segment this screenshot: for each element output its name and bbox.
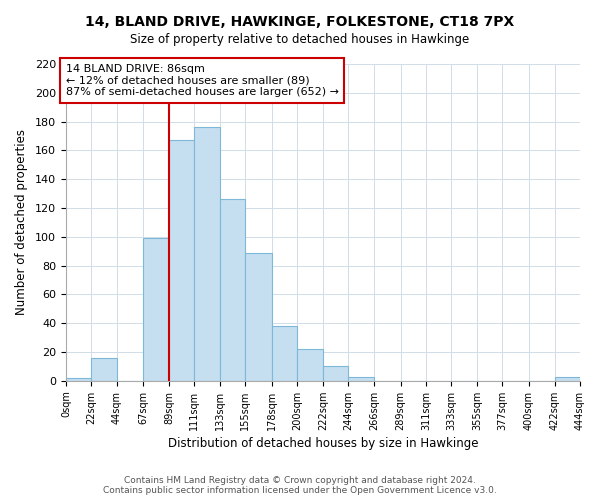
Bar [66, 378, 91, 381]
Text: 14 BLAND DRIVE: 86sqm
← 12% of detached houses are smaller (89)
87% of semi-deta: 14 BLAND DRIVE: 86sqm ← 12% of detached … [66, 64, 339, 97]
Bar [194, 128, 220, 381]
Bar [169, 140, 194, 381]
Bar [220, 200, 245, 381]
X-axis label: Distribution of detached houses by size in Hawkinge: Distribution of detached houses by size … [168, 437, 478, 450]
Bar [298, 349, 323, 381]
Bar [349, 376, 374, 381]
Text: Size of property relative to detached houses in Hawkinge: Size of property relative to detached ho… [130, 32, 470, 46]
Y-axis label: Number of detached properties: Number of detached properties [15, 130, 28, 316]
Text: 14, BLAND DRIVE, HAWKINGE, FOLKESTONE, CT18 7PX: 14, BLAND DRIVE, HAWKINGE, FOLKESTONE, C… [85, 15, 515, 29]
Bar [143, 238, 169, 381]
Bar [554, 376, 580, 381]
Bar [245, 252, 272, 381]
Bar [91, 358, 117, 381]
Bar [323, 366, 349, 381]
Text: Contains HM Land Registry data © Crown copyright and database right 2024.
Contai: Contains HM Land Registry data © Crown c… [103, 476, 497, 495]
Bar [272, 326, 298, 381]
